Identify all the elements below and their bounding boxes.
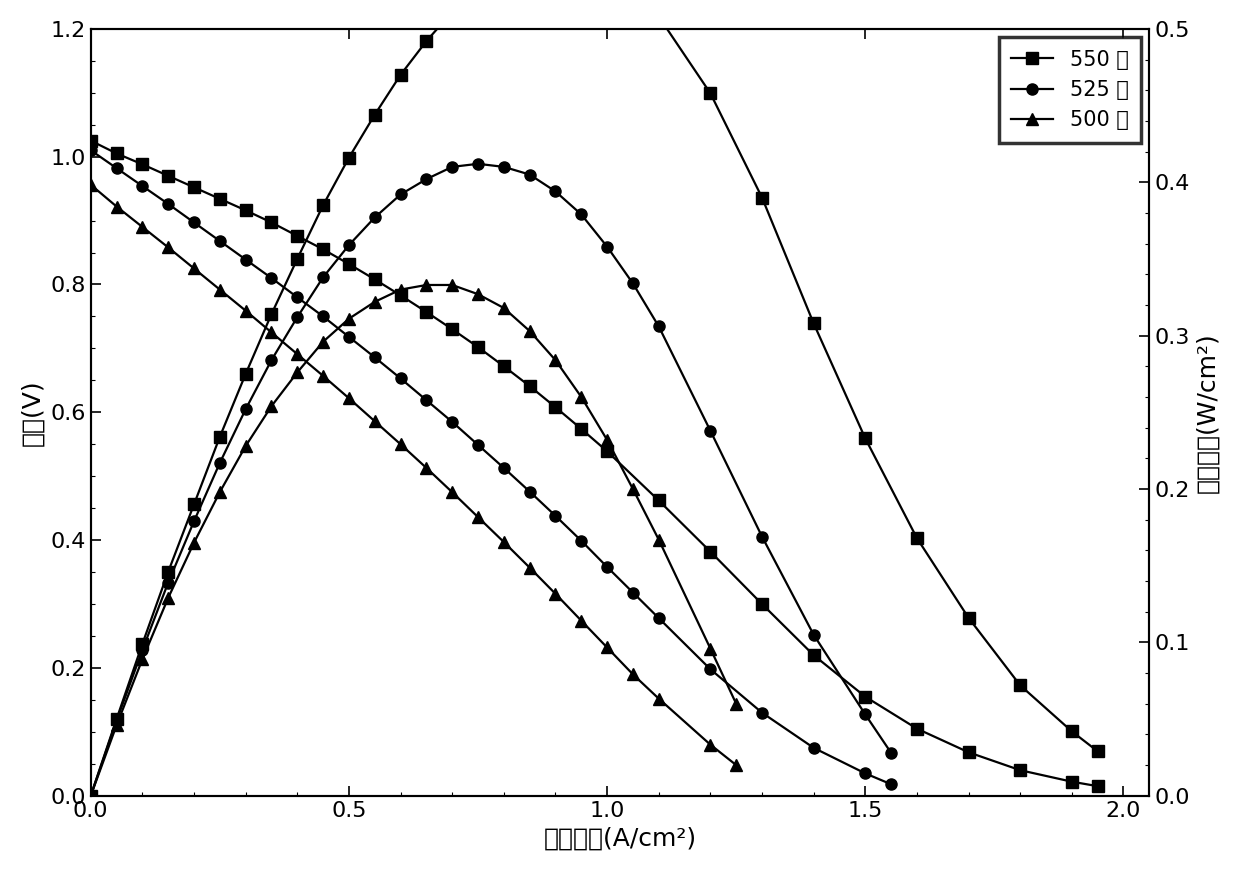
550 度 [496,361,511,372]
525 度 [496,463,511,473]
550 度 [961,747,976,758]
525 度 [445,416,460,427]
550 度 [238,205,253,215]
550 度 [703,546,718,557]
525 度 [109,163,124,173]
550 度 [135,159,150,170]
525 度 [264,273,279,283]
550 度 [264,217,279,227]
525 度 [470,440,485,450]
500 度 [574,616,589,626]
550 度 [212,193,227,204]
525 度 [83,145,98,156]
550 度 [806,650,821,660]
525 度 [703,664,718,674]
Line: 550 度: 550 度 [86,135,1104,792]
500 度 [290,349,305,360]
525 度 [651,613,666,624]
550 度 [522,381,537,391]
500 度 [625,669,640,679]
550 度 [651,496,666,506]
500 度 [470,512,485,523]
500 度 [522,563,537,573]
550 度 [161,171,176,181]
525 度 [367,352,382,362]
550 度 [1090,781,1105,792]
525 度 [341,332,356,342]
525 度 [806,743,821,753]
550 度 [858,692,873,702]
525 度 [238,254,253,265]
550 度 [600,446,615,456]
525 度 [186,217,201,227]
550 度 [393,290,408,300]
500 度 [651,693,666,704]
550 度 [909,724,924,734]
525 度 [393,373,408,383]
500 度 [109,201,124,212]
X-axis label: 电流密度(A/cm²): 电流密度(A/cm²) [543,827,697,850]
550 度 [367,274,382,285]
525 度 [419,395,434,405]
550 度 [109,148,124,159]
500 度 [186,263,201,273]
500 度 [83,179,98,190]
550 度 [755,598,770,609]
525 度 [290,292,305,302]
550 度 [186,182,201,192]
550 度 [290,231,305,241]
550 度 [419,307,434,317]
525 度 [548,510,563,521]
500 度 [341,393,356,403]
Legend: 550 度, 525 度, 500 度: 550 度, 525 度, 500 度 [998,37,1141,143]
550 度 [548,402,563,412]
500 度 [548,589,563,599]
525 度 [161,199,176,209]
525 度 [135,181,150,192]
500 度 [161,242,176,253]
500 度 [445,487,460,497]
525 度 [625,587,640,598]
525 度 [755,707,770,718]
500 度 [135,222,150,233]
550 度 [1064,776,1079,787]
550 度 [316,244,331,254]
Line: 500 度: 500 度 [86,179,742,771]
500 度 [212,284,227,294]
500 度 [703,739,718,750]
525 度 [522,486,537,496]
Y-axis label: 电压(V): 电压(V) [21,379,45,446]
500 度 [729,760,744,770]
550 度 [574,423,589,434]
500 度 [316,371,331,381]
500 度 [419,463,434,473]
525 度 [884,779,899,789]
500 度 [238,306,253,316]
500 度 [264,327,279,338]
500 度 [600,642,615,652]
525 度 [858,768,873,779]
525 度 [212,236,227,246]
550 度 [470,342,485,353]
Y-axis label: 功率密度(W/cm²): 功率密度(W/cm²) [1195,332,1219,493]
525 度 [574,536,589,546]
550 度 [445,324,460,334]
550 度 [83,136,98,146]
Line: 525 度: 525 度 [86,145,897,790]
500 度 [367,416,382,427]
525 度 [316,311,331,321]
500 度 [393,439,408,449]
500 度 [496,537,511,547]
550 度 [1013,765,1028,775]
525 度 [600,562,615,572]
550 度 [341,259,356,269]
